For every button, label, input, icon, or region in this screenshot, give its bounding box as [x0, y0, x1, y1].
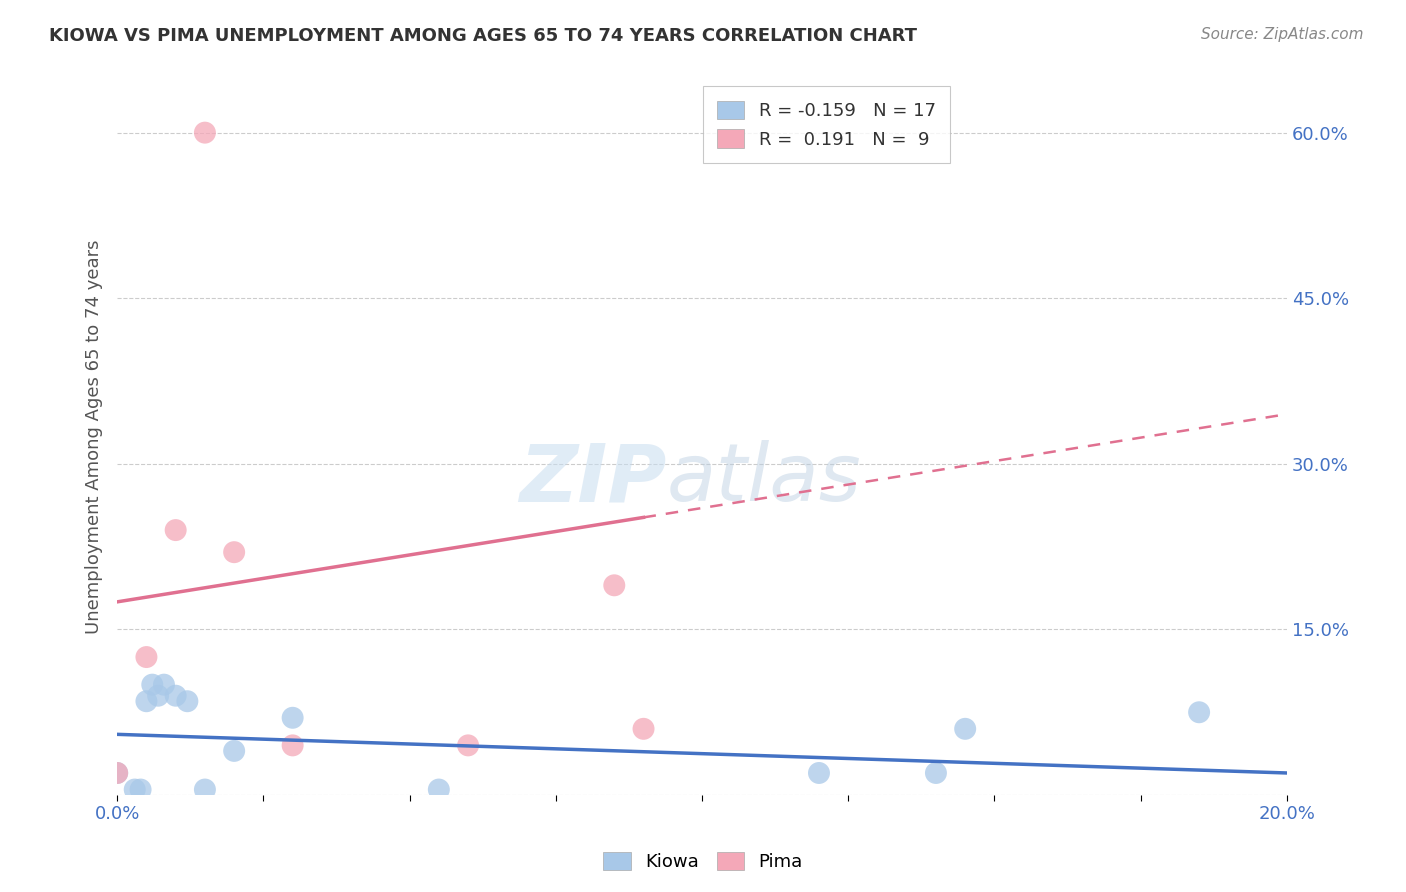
- Point: [153, 678, 176, 692]
- Point: [129, 782, 152, 797]
- Y-axis label: Unemployment Among Ages 65 to 74 years: Unemployment Among Ages 65 to 74 years: [86, 239, 103, 633]
- Point: [105, 766, 128, 780]
- Point: [135, 650, 157, 665]
- Text: ZIP: ZIP: [520, 441, 666, 518]
- Point: [176, 694, 198, 708]
- Point: [633, 722, 655, 736]
- Legend: R = -0.159   N = 17, R =  0.191   N =  9: R = -0.159 N = 17, R = 0.191 N = 9: [703, 87, 950, 163]
- Point: [457, 739, 479, 753]
- Point: [165, 689, 187, 703]
- Point: [925, 766, 948, 780]
- Text: atlas: atlas: [666, 441, 862, 518]
- Text: Source: ZipAtlas.com: Source: ZipAtlas.com: [1201, 27, 1364, 42]
- Point: [281, 739, 304, 753]
- Point: [224, 545, 246, 559]
- Point: [105, 766, 128, 780]
- Legend: Kiowa, Pima: Kiowa, Pima: [596, 845, 810, 879]
- Point: [953, 722, 976, 736]
- Point: [146, 689, 169, 703]
- Point: [281, 711, 304, 725]
- Point: [194, 782, 217, 797]
- Point: [224, 744, 246, 758]
- Point: [124, 782, 146, 797]
- Point: [807, 766, 830, 780]
- Point: [194, 126, 217, 140]
- Point: [427, 782, 450, 797]
- Text: KIOWA VS PIMA UNEMPLOYMENT AMONG AGES 65 TO 74 YEARS CORRELATION CHART: KIOWA VS PIMA UNEMPLOYMENT AMONG AGES 65…: [49, 27, 917, 45]
- Point: [141, 678, 163, 692]
- Point: [603, 578, 626, 592]
- Point: [165, 523, 187, 537]
- Point: [1188, 705, 1211, 719]
- Point: [135, 694, 157, 708]
